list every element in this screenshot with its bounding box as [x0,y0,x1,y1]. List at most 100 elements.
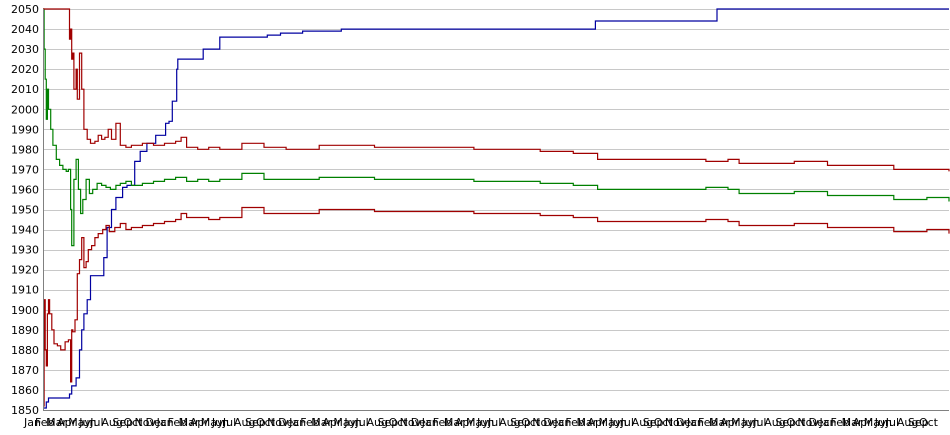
y-tick-label: 1870 [11,364,39,377]
grid-layer [43,9,949,411]
y-tick-label: 1930 [11,244,39,257]
x-tick-label: Jul [89,416,103,429]
x-tick-label: Mar [576,416,597,429]
y-tick-label: 2050 [11,3,39,16]
x-tick-label: Jul [487,416,501,429]
x-tick-label: Oct [123,416,143,429]
x-tick-label: Aug [632,416,653,429]
x-tick-label: May [333,416,356,429]
x-tick-label: Jan [421,416,439,429]
y-tick-label: 1980 [11,143,39,156]
x-tick-label: Dec [543,416,564,429]
series-line-3 [43,8,950,172]
x-tick-label: Nov [267,416,289,429]
x-tick-label: Sep [643,416,664,429]
x-tick-label: Dec [278,416,299,429]
x-tick-label: Feb [565,416,584,429]
x-tick-label: Sep [245,416,266,429]
x-tick-label: Jul [354,416,368,429]
series-line-1 [43,206,950,407]
x-tick-label: Feb [300,416,319,429]
x-tick-label: Nov [134,416,156,429]
y-tick-label: 1920 [11,264,39,277]
x-tick-label: Dec [411,416,432,429]
x-tick-label: Aug [764,416,785,429]
y-tick-label: 1960 [11,183,39,196]
y-tick-label: 1940 [11,224,39,237]
x-tick-label: Apr [57,416,77,429]
y-tick-label: 1850 [11,404,39,417]
y-tick-label: 2020 [11,63,39,76]
x-tick-label: Apr [587,416,607,429]
x-tick-label: May [864,416,887,429]
x-tick-label: Apr [190,416,210,429]
series-line-2 [43,8,950,247]
x-tick-label: Jan [23,416,41,429]
x-tick-label: Jan [156,416,174,429]
x-tick-label: Sep [510,416,531,429]
x-tick-label: Sep [908,416,929,429]
x-tick-label: Jun [874,416,892,429]
x-tick-label: Jun [78,416,96,429]
x-tick-label: Jun [211,416,229,429]
x-tick-label: Feb [698,416,717,429]
x-tick-label: May [466,416,489,429]
x-tick-label: Jan [553,416,571,429]
x-tick-label: Aug [499,416,520,429]
y-tick-label: 2030 [11,43,39,56]
x-tick-label: Jul [885,416,899,429]
y-tick-label: 1900 [11,304,39,317]
x-tick-label: Aug [897,416,918,429]
x-tick-label: Feb [35,416,54,429]
x-tick-label: Jun [609,416,627,429]
x-tick-label: Jan [819,416,837,429]
y-tick-label: 1890 [11,324,39,337]
x-tick-label: Aug [367,416,388,429]
x-tick-label: Nov [400,416,422,429]
x-tick-label: Feb [433,416,452,429]
x-tick-label: Jun [741,416,759,429]
y-tick-label: 2000 [11,103,39,116]
x-tick-label: Sep [378,416,399,429]
x-tick-label: Mar [842,416,863,429]
x-tick-label: Jun [476,416,494,429]
x-tick-label: Mar [179,416,200,429]
x-tick-label: Mar [311,416,332,429]
x-tick-label: Jun [343,416,361,429]
x-tick-label: Jul [620,416,634,429]
x-tick-label: Aug [234,416,255,429]
x-tick-label: Mar [46,416,67,429]
x-tick-label: Jan [288,416,306,429]
x-tick-label: Mar [444,416,465,429]
x-tick-label: May [599,416,622,429]
x-tick-label: Oct [521,416,541,429]
x-tick-label: Dec [676,416,697,429]
x-tick-label: Sep [775,416,796,429]
x-tick-label: Feb [831,416,850,429]
x-tick-label: Apr [853,416,873,429]
series-line-0 [43,8,949,409]
x-tick-label: Dec [146,416,167,429]
series-layer [43,8,950,409]
x-tick-label: Apr [455,416,475,429]
y-tick-label: 1880 [11,344,39,357]
x-tick-label: Jul [752,416,766,429]
y-tick-label: 1990 [11,123,39,136]
x-tick-label: Feb [168,416,187,429]
x-tick-label: Oct [786,416,806,429]
x-tick-label: Dec [808,416,829,429]
x-tick-label: Sep [112,416,133,429]
x-tick-label: May [201,416,224,429]
y-tick-label: 1950 [11,204,39,217]
y-tick-label: 1860 [11,384,39,397]
y-tick-label: 2040 [11,23,39,36]
x-tick-label: Nov [532,416,554,429]
x-tick-label: May [68,416,91,429]
x-tick-label: Nov [797,416,819,429]
y-axis-ticks: 1850 1860 1870 1880 1890 1900 1910 1920 1930 1940… [11,3,39,417]
x-tick-label: Oct [919,416,939,429]
x-tick-label: Nov [665,416,687,429]
x-tick-label: Jul [222,416,236,429]
